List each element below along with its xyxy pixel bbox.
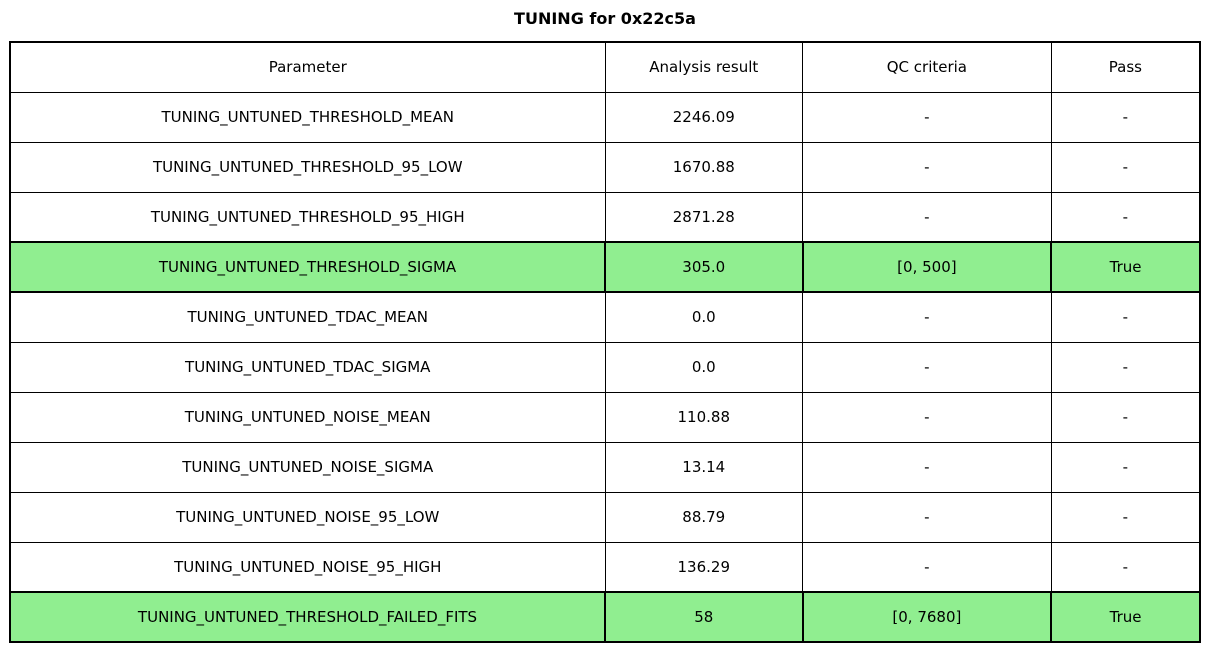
analysis-result-cell: 136.29 <box>604 541 804 593</box>
column-header-pass: Pass <box>1050 41 1201 93</box>
column-header-analysis-result: Analysis result <box>604 41 804 93</box>
table-row: TUNING_UNTUNED_NOISE_95_LOW 88.79 - - <box>9 491 1201 543</box>
table-row: TUNING_UNTUNED_NOISE_95_HIGH 136.29 - - <box>9 541 1201 593</box>
pass-cell: - <box>1050 341 1201 393</box>
analysis-result-cell: 110.88 <box>604 391 804 443</box>
pass-cell: - <box>1050 441 1201 493</box>
header-row: Parameter Analysis result QC criteria Pa… <box>9 41 1201 93</box>
parameter-cell: TUNING_UNTUNED_THRESHOLD_SIGMA <box>9 241 606 293</box>
qc-criteria-cell: - <box>802 191 1052 243</box>
table-row: TUNING_UNTUNED_NOISE_SIGMA 13.14 - - <box>9 441 1201 493</box>
analysis-result-cell: 0.0 <box>604 341 804 393</box>
parameter-cell: TUNING_UNTUNED_TDAC_SIGMA <box>9 341 606 393</box>
parameter-cell: TUNING_UNTUNED_THRESHOLD_FAILED_FITS <box>9 591 606 643</box>
pass-cell: True <box>1050 591 1201 643</box>
parameter-cell: TUNING_UNTUNED_THRESHOLD_95_HIGH <box>9 191 606 243</box>
qc-criteria-cell: [0, 500] <box>801 241 1053 293</box>
pass-cell: - <box>1050 91 1201 143</box>
table-row: TUNING_UNTUNED_THRESHOLD_95_LOW 1670.88 … <box>9 141 1201 193</box>
analysis-result-cell: 13.14 <box>604 441 804 493</box>
table-row: TUNING_UNTUNED_TDAC_MEAN 0.0 - - <box>9 291 1201 343</box>
qc-criteria-cell: - <box>802 491 1052 543</box>
pass-cell: - <box>1050 491 1201 543</box>
parameter-cell: TUNING_UNTUNED_NOISE_95_LOW <box>9 491 606 543</box>
pass-cell: - <box>1050 141 1201 193</box>
qc-criteria-cell: - <box>802 541 1052 593</box>
parameter-cell: TUNING_UNTUNED_THRESHOLD_95_LOW <box>9 141 606 193</box>
table-row: TUNING_UNTUNED_NOISE_MEAN 110.88 - - <box>9 391 1201 443</box>
parameter-cell: TUNING_UNTUNED_NOISE_SIGMA <box>9 441 606 493</box>
analysis-result-cell: 2871.28 <box>604 191 804 243</box>
pass-cell: - <box>1050 191 1201 243</box>
analysis-result-cell: 305.0 <box>604 241 804 293</box>
analysis-result-cell: 1670.88 <box>604 141 804 193</box>
parameter-cell: TUNING_UNTUNED_THRESHOLD_MEAN <box>9 91 606 143</box>
table-row: TUNING_UNTUNED_THRESHOLD_95_HIGH 2871.28… <box>9 191 1201 243</box>
analysis-result-cell: 58 <box>604 591 804 643</box>
analysis-result-cell: 88.79 <box>604 491 804 543</box>
qc-criteria-cell: - <box>802 441 1052 493</box>
column-header-parameter: Parameter <box>9 41 606 93</box>
qc-criteria-cell: - <box>802 91 1052 143</box>
column-header-qc-criteria: QC criteria <box>802 41 1052 93</box>
table-row: TUNING_UNTUNED_THRESHOLD_FAILED_FITS 58 … <box>9 591 1201 643</box>
parameter-cell: TUNING_UNTUNED_TDAC_MEAN <box>9 291 606 343</box>
parameter-cell: TUNING_UNTUNED_NOISE_95_HIGH <box>9 541 606 593</box>
pass-cell: - <box>1050 391 1201 443</box>
analysis-result-cell: 2246.09 <box>604 91 804 143</box>
pass-cell: True <box>1050 241 1201 293</box>
qc-criteria-cell: - <box>802 141 1052 193</box>
parameter-cell: TUNING_UNTUNED_NOISE_MEAN <box>9 391 606 443</box>
qc-criteria-cell: - <box>802 291 1052 343</box>
qc-results-table: Parameter Analysis result QC criteria Pa… <box>9 41 1201 643</box>
table-row: TUNING_UNTUNED_THRESHOLD_SIGMA 305.0 [0,… <box>9 241 1201 293</box>
pass-cell: - <box>1050 291 1201 343</box>
pass-cell: - <box>1050 541 1201 593</box>
qc-criteria-cell: - <box>802 391 1052 443</box>
qc-criteria-cell: [0, 7680] <box>801 591 1053 643</box>
page-title: TUNING for 0x22c5a <box>514 9 696 28</box>
analysis-result-cell: 0.0 <box>604 291 804 343</box>
qc-criteria-cell: - <box>802 341 1052 393</box>
table-row: TUNING_UNTUNED_THRESHOLD_MEAN 2246.09 - … <box>9 91 1201 143</box>
table-row: TUNING_UNTUNED_TDAC_SIGMA 0.0 - - <box>9 341 1201 393</box>
